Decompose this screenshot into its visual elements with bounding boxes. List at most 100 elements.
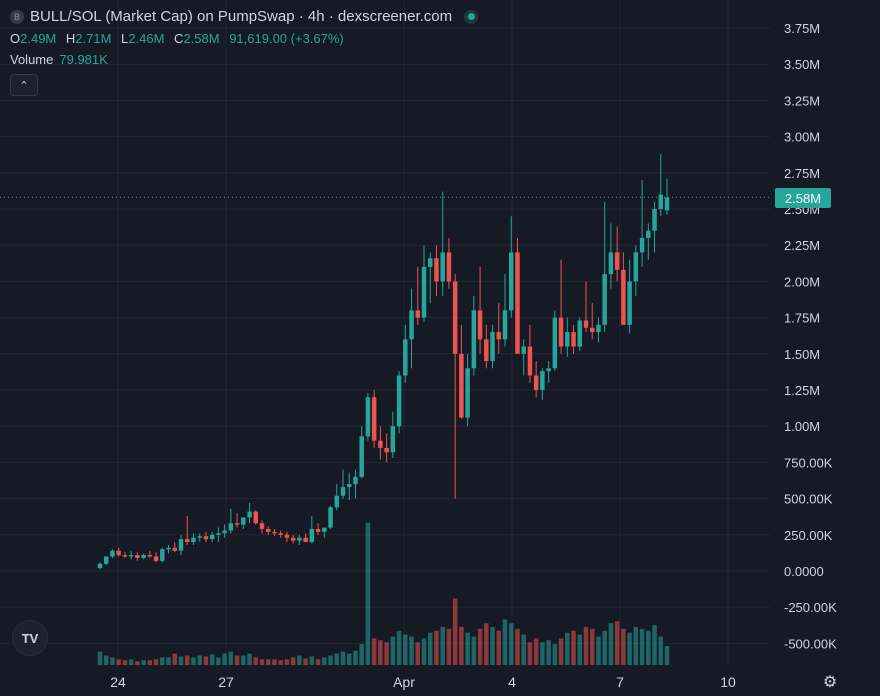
- volume-bar: [315, 659, 321, 665]
- candle-body: [484, 339, 489, 362]
- volume-bar: [203, 656, 209, 665]
- volume-bar: [558, 638, 564, 665]
- candle-body: [664, 197, 670, 211]
- chart-legend-header: B BULL/SOL (Market Cap) on PumpSwap · 4h…: [10, 8, 479, 25]
- volume-bar: [546, 640, 551, 665]
- candle-body: [197, 536, 202, 538]
- candle-body: [116, 550, 121, 556]
- candle-body: [639, 237, 645, 253]
- volume-bar: [191, 657, 196, 665]
- candle-body: [421, 266, 427, 318]
- candle-body: [589, 327, 595, 333]
- candle-body: [515, 252, 520, 354]
- volume-bar: [197, 655, 202, 665]
- price-tick-label: 1.25M: [784, 383, 820, 398]
- price-tick-label: 2.00M: [784, 274, 820, 289]
- time-axis[interactable]: 24 27 Apr 4 7 10: [110, 674, 736, 690]
- candle-body: [403, 339, 408, 376]
- candle-body: [502, 310, 508, 340]
- price-tick-label: 500.00K: [784, 492, 833, 507]
- candle-body: [153, 556, 159, 561]
- chart-title[interactable]: BULL/SOL (Market Cap) on PumpSwap · 4h ·…: [30, 8, 453, 25]
- volume-bar: [166, 657, 171, 665]
- candle-body: [272, 531, 277, 534]
- gear-icon[interactable]: ⚙: [822, 674, 838, 691]
- time-tick-label: 10: [720, 674, 736, 690]
- volume-bar: [403, 634, 408, 665]
- open-value: 2.49M: [20, 31, 57, 46]
- candle-body: [571, 332, 576, 347]
- volume-bar: [178, 656, 184, 665]
- candle-body: [135, 555, 140, 558]
- candle-body: [309, 529, 315, 543]
- price-tick-label: 3.50M: [784, 57, 820, 72]
- candle-body: [658, 194, 664, 209]
- volume-bar: [371, 638, 377, 665]
- volume-bar: [284, 659, 290, 665]
- volume-bar: [434, 630, 439, 665]
- volume-bar: [147, 660, 153, 665]
- price-tick-label: 1.75M: [784, 311, 820, 326]
- candle-body: [465, 368, 470, 418]
- candle-body: [371, 397, 377, 441]
- volume-bar: [222, 653, 227, 665]
- volume-bar: [216, 657, 221, 665]
- candle-body: [110, 550, 115, 557]
- volume-bar: [452, 598, 458, 665]
- candle-body: [241, 517, 246, 525]
- collapse-legend-button[interactable]: ⌃: [10, 74, 38, 96]
- candle-body: [608, 252, 614, 275]
- candle-body: [427, 258, 433, 267]
- candle-body: [247, 511, 252, 518]
- candle-body: [166, 547, 171, 550]
- candle-body: [222, 530, 227, 534]
- candle-body: [546, 368, 551, 372]
- candle-body: [646, 230, 651, 238]
- candle-body: [122, 555, 128, 557]
- candle-body: [440, 252, 445, 282]
- price-tick-label: 1.00M: [784, 419, 820, 434]
- volume-bar: [97, 651, 103, 665]
- price-tick-label: 3.00M: [784, 130, 820, 145]
- candle-body: [496, 332, 502, 340]
- volume-bar: [621, 628, 626, 665]
- time-tick-label: 7: [616, 674, 624, 690]
- candle-body: [384, 447, 389, 453]
- price-axis[interactable]: 3.75M3.50M3.25M3.00M2.75M2.50M2.25M2.00M…: [784, 21, 837, 651]
- candle-body: [278, 533, 283, 535]
- time-tick-label: 4: [508, 674, 516, 690]
- volume-bar: [334, 653, 340, 665]
- candle-body: [390, 426, 396, 453]
- ohlc-readout: O2.49M H2.71M L2.46M C2.58M 91,619.00 (+…: [10, 31, 350, 46]
- candle-body: [178, 539, 184, 551]
- candle-body: [508, 252, 514, 311]
- volume-bar: [459, 627, 464, 665]
- candle-body: [234, 523, 240, 525]
- price-tick-label: 2.75M: [784, 166, 820, 181]
- volume-bar: [303, 658, 308, 665]
- chart-grid: [0, 0, 770, 665]
- high-value: 2.71M: [75, 31, 112, 46]
- tradingview-logo-icon[interactable]: TV: [12, 620, 48, 656]
- candle-body: [259, 523, 265, 530]
- volume-bar: [421, 638, 427, 665]
- candle-body: [577, 320, 583, 347]
- candle-body: [315, 529, 321, 532]
- volume-bar: [577, 634, 583, 665]
- volume-bar: [527, 642, 533, 665]
- volume-bar: [365, 522, 371, 665]
- price-tick-label: 750.00K: [784, 455, 833, 470]
- volume-bar: [253, 657, 259, 665]
- price-tick-label: 2.25M: [784, 238, 820, 253]
- volume-bar: [646, 630, 651, 665]
- candle-body: [147, 555, 153, 557]
- volume-bar: [322, 657, 327, 665]
- volume-bar: [309, 656, 315, 665]
- volume-bar: [496, 630, 502, 665]
- volume-label: Volume: [10, 52, 54, 67]
- price-tick-label: 250.00K: [784, 528, 833, 543]
- candle-body: [284, 534, 290, 538]
- price-tick-label: -250.00K: [784, 600, 837, 615]
- volume-bar: [359, 644, 364, 665]
